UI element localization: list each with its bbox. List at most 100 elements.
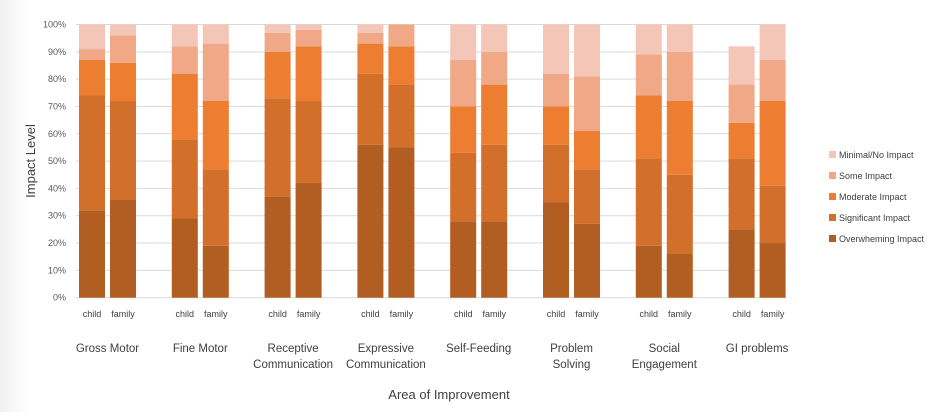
bar-segment-some-impact — [666, 51, 693, 101]
bar-segment-minimal-no-impact — [202, 24, 229, 44]
bar-segment-minimal-no-impact — [79, 24, 105, 50]
bar-segment-overwheming-impact — [728, 229, 755, 298]
bar-segment-some-impact — [110, 35, 136, 63]
x-subcategory-label: child — [361, 309, 380, 319]
x-category-label: Gross Motor — [76, 343, 139, 355]
x-subcategory-label: child — [732, 309, 751, 319]
bar-segment-significant-impact — [543, 144, 569, 203]
bar-segment-minimal-no-impact — [635, 24, 662, 55]
bar-segment-moderate-impact — [357, 43, 384, 74]
bar-segment-some-impact — [295, 29, 322, 47]
x-category-label: Expressive — [358, 343, 414, 355]
x-category-label: Social — [649, 343, 680, 355]
bar-segment-minimal-no-impact — [171, 24, 198, 47]
bar-segment-minimal-no-impact — [759, 24, 786, 61]
legend-swatch — [829, 151, 836, 158]
y-tick-label: 40% — [48, 183, 66, 193]
x-subcategory-label: child — [547, 309, 566, 319]
bar-segment-significant-impact — [666, 174, 693, 254]
x-category-label: Self-Feeding — [446, 343, 511, 355]
bar-segment-minimal-no-impact — [357, 24, 384, 33]
x-category-label: Problem — [550, 343, 593, 355]
bar-segment-overwheming-impact — [79, 210, 105, 298]
bar-segment-minimal-no-impact — [295, 24, 322, 30]
bar-segment-some-impact — [357, 32, 384, 44]
bar-segment-moderate-impact — [388, 46, 415, 85]
bar-segment-moderate-impact — [481, 84, 508, 145]
bar-segment-significant-impact — [759, 185, 786, 244]
bar-segment-minimal-no-impact — [481, 24, 508, 52]
bar-segment-overwheming-impact — [110, 199, 136, 298]
bar-segment-overwheming-impact — [264, 196, 291, 298]
bar-segment-significant-impact — [295, 100, 322, 183]
legend-label: Some Impact — [839, 171, 893, 181]
bar-segment-moderate-impact — [728, 122, 755, 159]
legend-label: Minimal/No Impact — [839, 150, 914, 160]
bar-segment-some-impact — [759, 60, 786, 101]
bar-segment-overwheming-impact — [574, 223, 600, 298]
bar-segment-significant-impact — [388, 84, 415, 148]
bar-segment-significant-impact — [574, 169, 600, 224]
bar-segment-overwheming-impact — [357, 144, 384, 298]
y-tick-label: 50% — [48, 156, 66, 166]
y-tick-label: 10% — [48, 265, 66, 275]
bar-segment-overwheming-impact — [543, 202, 569, 298]
legend-swatch — [829, 214, 836, 221]
bar-segment-some-impact — [574, 76, 600, 132]
bar-segment-minimal-no-impact — [450, 24, 477, 61]
bar-segment-minimal-no-impact — [574, 24, 600, 77]
x-subcategory-label: family — [575, 309, 599, 319]
legend-swatch — [829, 193, 836, 200]
legend-label: Significant Impact — [839, 213, 911, 223]
bar-segment-some-impact — [728, 84, 755, 123]
y-tick-label: 0% — [53, 293, 66, 303]
bars — [79, 24, 786, 298]
x-subcategory-label: family — [111, 309, 135, 319]
bar-segment-moderate-impact — [264, 51, 291, 99]
bar-segment-significant-impact — [79, 95, 105, 211]
bar-segment-minimal-no-impact — [264, 24, 291, 33]
y-tick-label: 80% — [48, 74, 66, 84]
bar-segment-moderate-impact — [759, 100, 786, 186]
bar-segment-minimal-no-impact — [666, 24, 693, 52]
left-edge-shadow — [0, 0, 30, 412]
legend-swatch — [829, 235, 836, 242]
legend-label: Moderate Impact — [839, 192, 907, 202]
bar-segment-moderate-impact — [574, 131, 600, 170]
bar-segment-minimal-no-impact — [728, 46, 755, 85]
bar-segment-overwheming-impact — [450, 221, 477, 298]
bar-segment-significant-impact — [635, 158, 662, 246]
x-subcategory-label: child — [83, 309, 102, 319]
bar-segment-some-impact — [202, 43, 229, 101]
bar-segment-significant-impact — [481, 144, 508, 222]
bar-segment-overwheming-impact — [635, 245, 662, 298]
x-subcategory-label: family — [390, 309, 414, 319]
x-category-label: Communication — [346, 359, 426, 371]
x-axis-title: Area of Improvement — [388, 387, 510, 402]
bar-segment-moderate-impact — [110, 62, 136, 101]
x-subcategory-label: family — [297, 309, 321, 319]
bar-segment-significant-impact — [110, 100, 136, 200]
bar-segment-overwheming-impact — [388, 147, 415, 298]
bar-segment-moderate-impact — [543, 106, 569, 145]
y-tick-label: 70% — [48, 101, 66, 111]
bar-segment-some-impact — [450, 60, 477, 107]
bar-segment-some-impact — [171, 46, 198, 74]
bar-segment-some-impact — [635, 54, 662, 96]
x-category-label: Fine Motor — [173, 343, 228, 355]
x-category-label: Solving — [553, 359, 591, 371]
bar-segment-minimal-no-impact — [543, 24, 569, 74]
x-category-label: Receptive — [268, 343, 319, 355]
bar-segment-some-impact — [388, 24, 415, 47]
y-axis-title: Impact Level — [23, 124, 38, 198]
bar-segment-overwheming-impact — [666, 253, 693, 298]
bar-segment-overwheming-impact — [171, 218, 198, 298]
x-category-label: GI problems — [726, 343, 789, 355]
x-category-label: Engagement — [632, 359, 698, 371]
bar-segment-moderate-impact — [171, 73, 198, 140]
x-subcategory-label: child — [640, 309, 659, 319]
y-tick-label: 90% — [48, 47, 66, 57]
bar-segment-some-impact — [264, 32, 291, 52]
x-category-label: Communication — [253, 359, 333, 371]
bar-segment-significant-impact — [450, 152, 477, 222]
